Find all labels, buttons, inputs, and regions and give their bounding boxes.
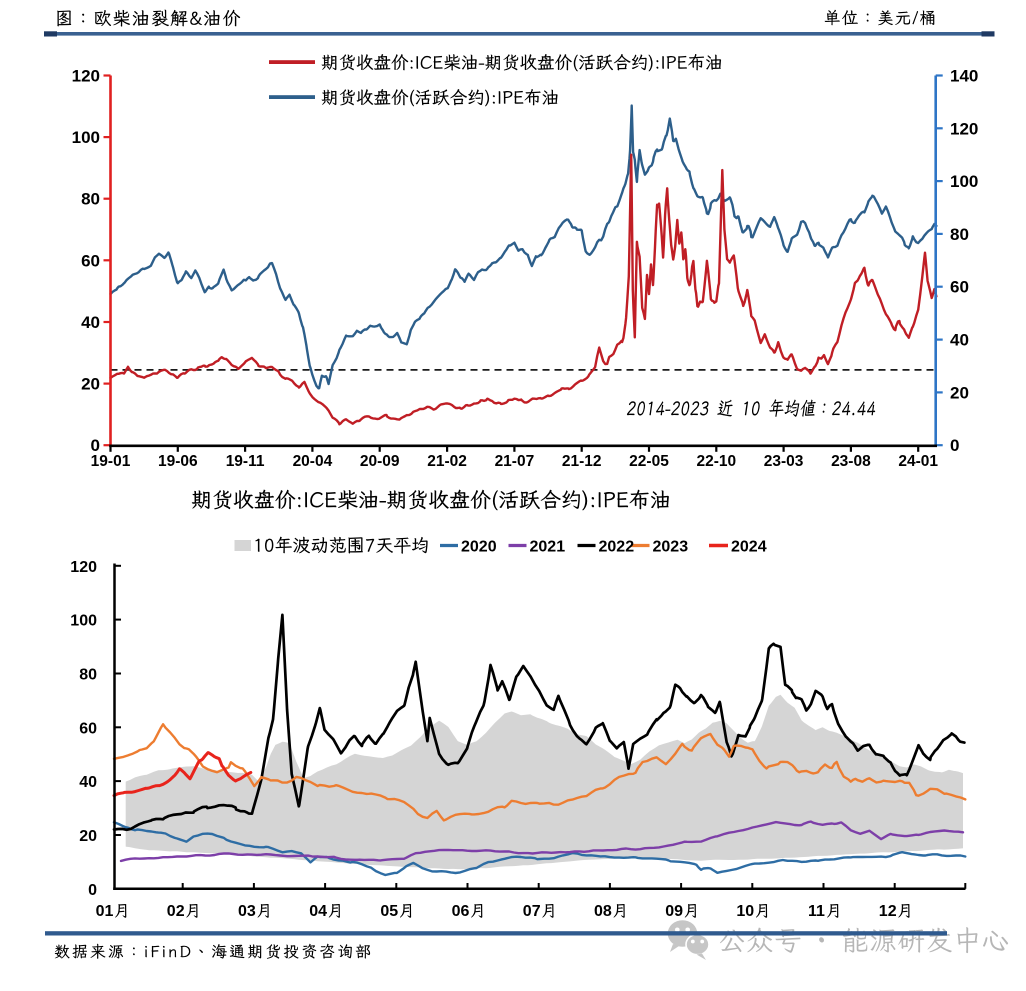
- svg-text:11: 11: [808, 903, 825, 920]
- svg-text:21-12: 21-12: [562, 453, 602, 470]
- svg-text:120: 120: [72, 67, 100, 86]
- svg-text:09: 09: [665, 903, 683, 920]
- svg-text:06: 06: [452, 903, 470, 920]
- svg-text:12: 12: [879, 903, 897, 920]
- svg-text:03: 03: [238, 903, 256, 920]
- svg-text:80: 80: [950, 225, 969, 244]
- svg-text:0: 0: [88, 882, 97, 899]
- svg-text:23-08: 23-08: [831, 453, 871, 470]
- svg-text:100: 100: [72, 128, 100, 147]
- svg-text:2020: 2020: [461, 539, 497, 556]
- svg-text:80: 80: [79, 667, 97, 684]
- svg-text:40: 40: [81, 313, 100, 332]
- svg-text:23-03: 23-03: [764, 453, 804, 470]
- svg-text:10: 10: [736, 903, 754, 920]
- svg-text:40: 40: [950, 331, 969, 350]
- svg-text:22-05: 22-05: [629, 453, 669, 470]
- svg-text:140: 140: [950, 67, 978, 86]
- svg-text:2023: 2023: [653, 539, 689, 556]
- svg-text:2021: 2021: [530, 539, 566, 556]
- svg-text:20: 20: [950, 383, 969, 402]
- svg-text:100: 100: [950, 172, 978, 191]
- svg-text:2022: 2022: [599, 539, 635, 556]
- svg-text:0: 0: [950, 436, 959, 455]
- svg-text:19-06: 19-06: [158, 453, 198, 470]
- svg-text:20-09: 20-09: [360, 453, 400, 470]
- svg-text:120: 120: [950, 119, 978, 138]
- svg-text:01: 01: [96, 903, 114, 920]
- svg-text:07: 07: [523, 903, 541, 920]
- svg-text:02: 02: [167, 903, 185, 920]
- svg-text:19-01: 19-01: [91, 453, 131, 470]
- svg-text:60: 60: [81, 251, 100, 270]
- svg-text:08: 08: [594, 903, 612, 920]
- svg-text:05: 05: [380, 903, 398, 920]
- svg-text:0: 0: [91, 436, 100, 455]
- svg-text:21-07: 21-07: [495, 453, 535, 470]
- svg-text:2024: 2024: [731, 539, 767, 556]
- svg-text:04: 04: [309, 903, 327, 920]
- svg-text:80: 80: [81, 190, 100, 209]
- svg-text:20: 20: [79, 828, 97, 845]
- svg-text:40: 40: [79, 774, 97, 791]
- svg-text:22-10: 22-10: [696, 453, 736, 470]
- svg-text:60: 60: [79, 720, 97, 737]
- svg-text:24-01: 24-01: [898, 453, 938, 470]
- svg-text:100: 100: [70, 613, 97, 630]
- svg-text:20-04: 20-04: [293, 453, 333, 470]
- svg-text:21-02: 21-02: [427, 453, 467, 470]
- svg-text:60: 60: [950, 278, 969, 297]
- svg-text:20: 20: [81, 375, 100, 394]
- svg-text:120: 120: [70, 559, 97, 576]
- svg-text:19-11: 19-11: [226, 453, 265, 470]
